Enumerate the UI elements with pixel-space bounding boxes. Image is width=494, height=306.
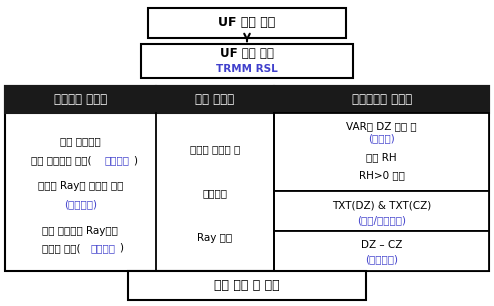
- Bar: [274, 231, 489, 271]
- Bar: [274, 113, 489, 191]
- Text: TRMM RSL: TRMM RSL: [216, 64, 278, 74]
- Text: 기준 방위각과 Ray간의: 기준 방위각과 Ray간의: [42, 226, 118, 236]
- Text: Ray 개수: Ray 개수: [197, 233, 233, 243]
- Text: (변수/고도각별): (변수/고도각별): [357, 215, 406, 225]
- Text: ): ): [119, 243, 123, 253]
- Text: 고도각별: 고도각별: [90, 243, 115, 253]
- Text: 고도각수: 고도각수: [203, 188, 227, 199]
- Text: 레이더자료 안정성: 레이더자료 안정성: [352, 93, 412, 106]
- Bar: [274, 86, 489, 113]
- Bar: [5, 86, 489, 271]
- Text: 기준 고도각과: 기준 고도각과: [60, 136, 101, 147]
- Bar: [128, 271, 366, 300]
- Text: UF 파일 입력: UF 파일 입력: [218, 17, 276, 29]
- Text: 하드웨어 안정성: 하드웨어 안정성: [54, 93, 107, 106]
- Bar: [156, 86, 274, 113]
- Bar: [274, 191, 489, 231]
- Text: 실제 고도각의 차이(: 실제 고도각의 차이(: [31, 155, 92, 166]
- Text: 고도각별: 고도각별: [104, 155, 129, 166]
- Text: 인접한 Ray간 방위각 차이: 인접한 Ray간 방위각 차이: [38, 181, 123, 192]
- Bar: [148, 8, 346, 38]
- Text: ): ): [133, 155, 137, 166]
- Bar: [5, 86, 156, 113]
- Text: UF 파일 읽기: UF 파일 읽기: [220, 47, 274, 60]
- Text: (변수별): (변수별): [368, 133, 395, 143]
- Text: (고도각별): (고도각별): [365, 255, 398, 265]
- Text: VAR와 DZ 면적 비: VAR와 DZ 면적 비: [346, 121, 417, 131]
- Text: 방위각 차이(: 방위각 차이(: [42, 243, 81, 253]
- Text: DZ – CZ: DZ – CZ: [361, 240, 402, 250]
- Text: TXT(DZ) & TXT(CZ): TXT(DZ) & TXT(CZ): [332, 200, 431, 210]
- Text: (고도각별): (고도각별): [64, 199, 97, 209]
- Bar: [141, 44, 353, 78]
- Text: RH>0 면적: RH>0 면적: [359, 171, 405, 181]
- Text: 파일 안정성: 파일 안정성: [195, 93, 235, 106]
- Text: 평균 RH: 평균 RH: [367, 152, 397, 162]
- Text: 유효한 필드의 수: 유효한 필드의 수: [190, 144, 240, 155]
- Text: 그림 생성 및 저장: 그림 생성 및 저장: [214, 279, 280, 292]
